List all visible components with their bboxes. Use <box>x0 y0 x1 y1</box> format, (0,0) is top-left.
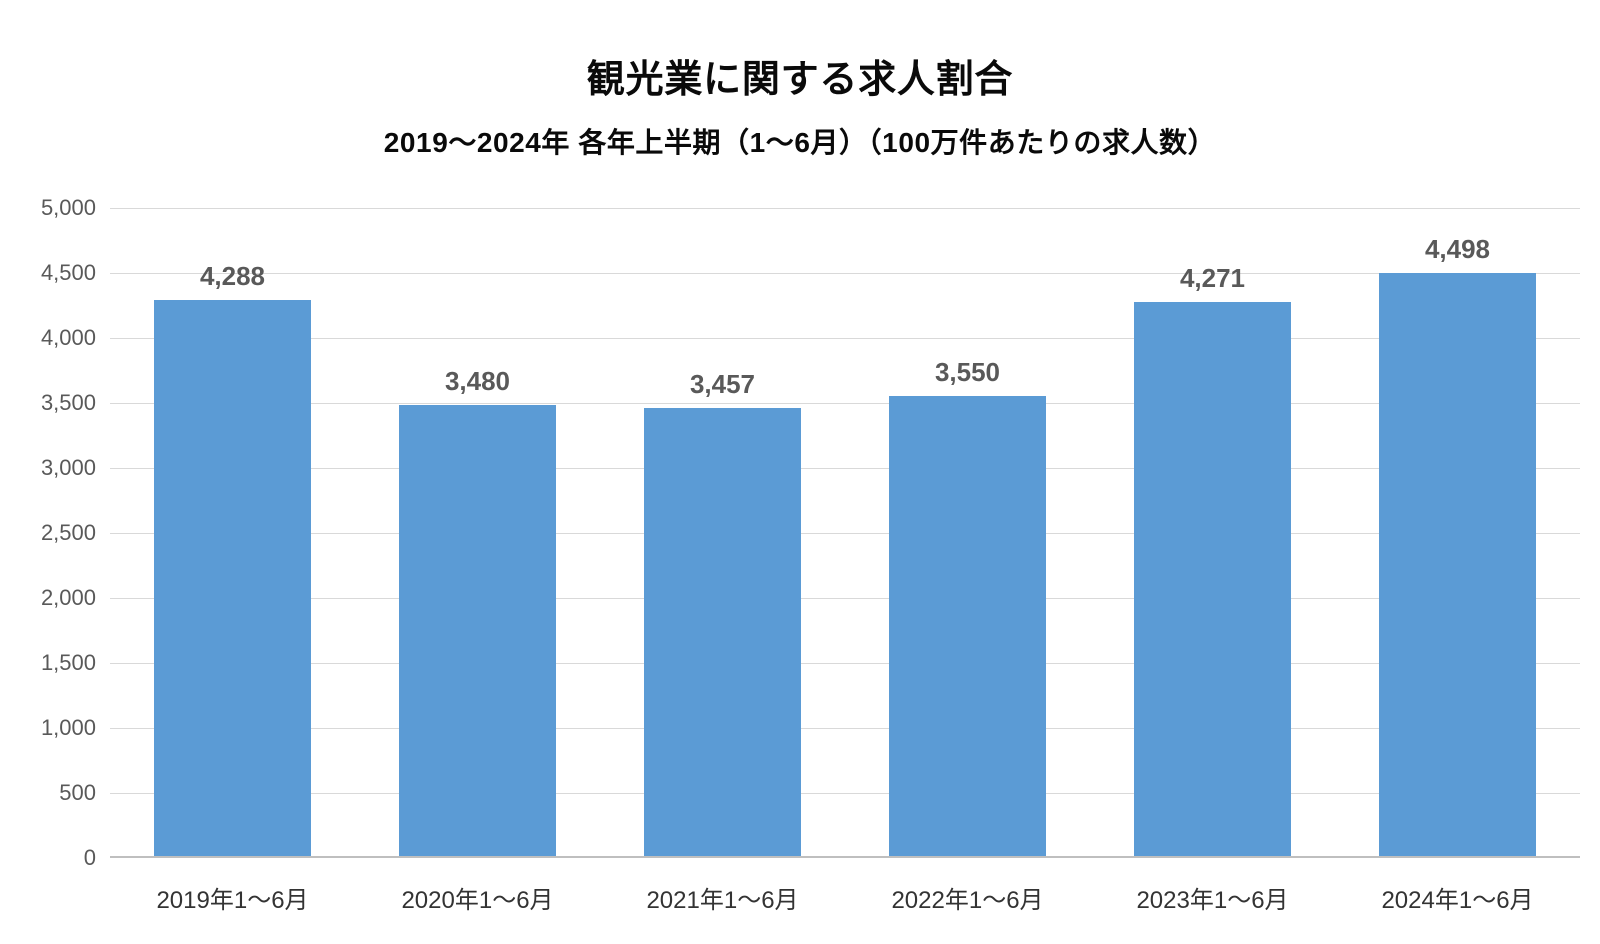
y-tick-label: 3,500 <box>41 390 110 416</box>
chart-container: 観光業に関する求人割合 2019～2024年 各年上半期（1～6月）（100万件… <box>0 0 1600 944</box>
bar-value-label: 4,498 <box>1425 234 1490 265</box>
bar-value-label: 3,457 <box>690 369 755 400</box>
bar-slot: 3,480 <box>355 208 600 856</box>
bar: 3,457 <box>644 408 801 856</box>
y-tick-label: 4,500 <box>41 260 110 286</box>
x-axis-label: 2021年1～6月 <box>600 880 845 915</box>
x-axis-label: 2024年1～6月 <box>1335 880 1580 915</box>
bar: 4,498 <box>1379 273 1536 856</box>
bar-slot: 3,550 <box>845 208 1090 856</box>
x-axis-labels: 2019年1～6月2020年1～6月2021年1～6月2022年1～6月2023… <box>110 880 1580 915</box>
bar: 4,288 <box>154 300 311 856</box>
y-tick-label: 1,000 <box>41 715 110 741</box>
bar-value-label: 3,550 <box>935 357 1000 388</box>
bar: 3,480 <box>399 405 556 856</box>
bar: 4,271 <box>1134 302 1291 856</box>
bars-group: 4,288 3,480 3,457 3,550 4,271 4,498 <box>110 208 1580 856</box>
bar-value-label: 4,271 <box>1180 263 1245 294</box>
x-axis-label: 2020年1～6月 <box>355 880 600 915</box>
x-axis-label: 2019年1～6月 <box>110 880 355 915</box>
chart-title: 観光業に関する求人割合 <box>0 48 1600 103</box>
y-tick-label: 2,000 <box>41 585 110 611</box>
y-tick-label: 4,000 <box>41 325 110 351</box>
bar-slot: 3,457 <box>600 208 845 856</box>
bar-slot: 4,498 <box>1335 208 1580 856</box>
y-tick-label: 5,000 <box>41 195 110 221</box>
x-axis-label: 2023年1～6月 <box>1090 880 1335 915</box>
y-tick-label: 500 <box>59 780 110 806</box>
y-tick-label: 2,500 <box>41 520 110 546</box>
y-tick-label: 0 <box>84 845 110 871</box>
y-tick-label: 3,000 <box>41 455 110 481</box>
bar: 3,550 <box>889 396 1046 856</box>
plot-area: 4,2883,4803,4573,5504,2714,498 05001,000… <box>110 208 1580 858</box>
y-tick-label: 1,500 <box>41 650 110 676</box>
bar-value-label: 3,480 <box>445 366 510 397</box>
bar-value-label: 4,288 <box>200 261 265 292</box>
bar-slot: 4,271 <box>1090 208 1335 856</box>
bar-slot: 4,288 <box>110 208 355 856</box>
x-axis-label: 2022年1～6月 <box>845 880 1090 915</box>
chart-subtitle: 2019～2024年 各年上半期（1～6月）（100万件あたりの求人数） <box>0 121 1600 161</box>
